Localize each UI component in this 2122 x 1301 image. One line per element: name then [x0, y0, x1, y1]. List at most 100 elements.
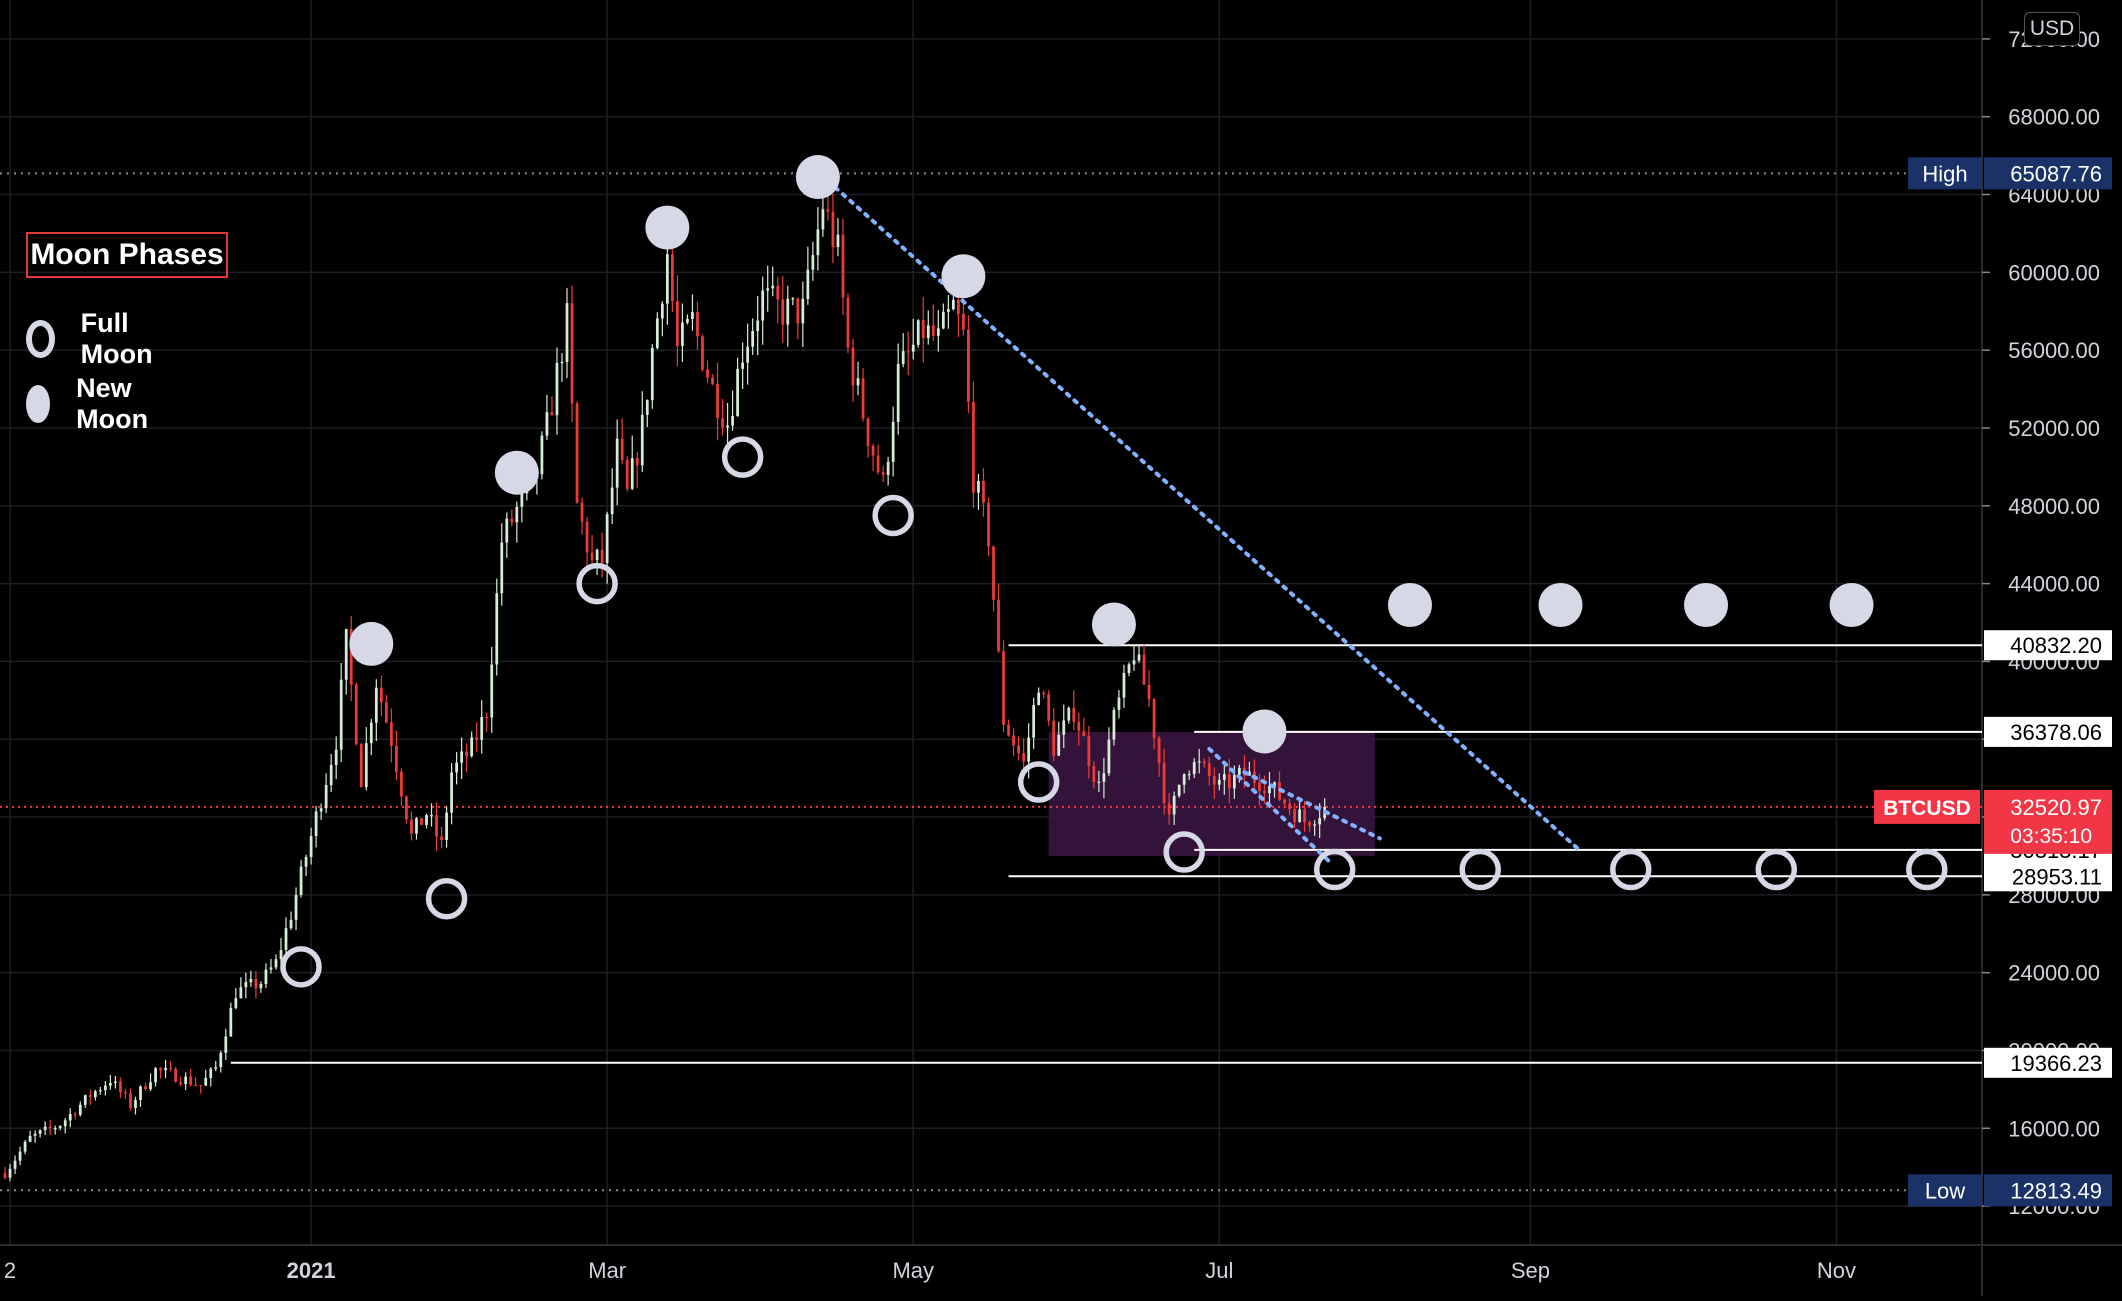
candle	[465, 751, 469, 757]
candle	[1032, 704, 1036, 738]
candle	[124, 1092, 127, 1094]
new-moon-marker	[349, 621, 394, 666]
candle	[1202, 761, 1206, 764]
candle	[1177, 784, 1181, 796]
full-moon-marker	[1755, 848, 1798, 891]
candle	[861, 378, 865, 419]
candle	[349, 629, 353, 685]
candle	[1142, 654, 1146, 685]
candle	[891, 421, 895, 462]
candle	[565, 303, 569, 362]
candle	[655, 318, 659, 348]
candle	[1232, 774, 1236, 789]
candle	[249, 979, 253, 983]
candle	[1248, 771, 1251, 776]
candle	[119, 1081, 122, 1093]
level-price-badge	[1984, 861, 2112, 892]
candle	[189, 1076, 193, 1085]
candle	[936, 328, 940, 336]
candle	[1132, 660, 1136, 665]
candle	[896, 364, 900, 422]
candle	[214, 1067, 218, 1069]
full-moon-marker	[1459, 848, 1501, 891]
full-moon-icon	[26, 320, 55, 358]
candle	[420, 818, 423, 825]
candle	[1002, 651, 1005, 725]
candle	[921, 320, 925, 339]
candle	[274, 959, 278, 968]
candle	[1152, 699, 1156, 739]
candle	[962, 313, 965, 330]
legend-item-new-moon: New Moon	[26, 373, 162, 434]
candle	[149, 1082, 152, 1090]
candle	[625, 459, 629, 489]
candle	[1318, 818, 1322, 825]
new-moon-marker	[1829, 582, 1874, 627]
candle	[28, 1135, 32, 1142]
currency-button[interactable]: USD	[2024, 12, 2080, 46]
price-tick-label: 16000.00	[2008, 1116, 2100, 1141]
candle	[610, 487, 614, 515]
candle	[851, 347, 855, 386]
candle	[711, 377, 714, 384]
candle	[1268, 785, 1271, 794]
level-price-label: 28953.11	[2012, 864, 2102, 889]
candle	[871, 445, 875, 456]
candle	[239, 987, 243, 999]
new-moon-marker	[1091, 602, 1136, 647]
candle	[400, 771, 403, 797]
candle	[1012, 735, 1015, 746]
high-name-badge	[1908, 157, 1982, 190]
candle	[1017, 745, 1020, 754]
candle	[761, 290, 765, 321]
candle	[640, 414, 644, 466]
candle	[445, 812, 448, 840]
candle	[620, 438, 624, 460]
candle	[957, 299, 960, 314]
candle	[615, 438, 619, 488]
candle	[1127, 664, 1131, 673]
candle	[98, 1090, 102, 1092]
candle	[114, 1081, 117, 1084]
candle	[73, 1114, 77, 1116]
candle	[43, 1126, 47, 1131]
candle	[706, 369, 709, 378]
price-tick-label: 44000.00	[2008, 572, 2100, 597]
candle	[415, 818, 418, 834]
candle	[796, 298, 800, 324]
candle	[946, 309, 950, 312]
candle	[1308, 822, 1312, 826]
candle	[495, 593, 499, 665]
time-tick-label: Sep	[1511, 1258, 1550, 1283]
candle	[304, 857, 308, 867]
candle	[1288, 803, 1291, 810]
candle	[1217, 779, 1221, 785]
time-tick-label: May	[892, 1258, 934, 1283]
candle	[1042, 692, 1046, 695]
candle	[1062, 720, 1066, 735]
candle	[364, 743, 368, 788]
candle	[751, 331, 755, 347]
candle	[1082, 731, 1086, 737]
candle	[545, 412, 549, 436]
candle	[1007, 724, 1010, 736]
price-tick-label: 24000.00	[2008, 961, 2100, 986]
candle	[169, 1067, 172, 1070]
time-tick-label: Mar	[588, 1258, 626, 1283]
candle	[1182, 774, 1186, 785]
low-price-label: 12813.49	[2010, 1178, 2102, 1203]
candle	[670, 254, 674, 302]
candle	[1273, 782, 1276, 786]
candle	[681, 322, 684, 346]
candle	[771, 285, 775, 289]
legend-label-new-moon: New Moon	[76, 373, 149, 434]
candle	[1227, 774, 1231, 789]
candle	[645, 400, 649, 415]
price-tick-label: 68000.00	[2008, 105, 2100, 130]
candle	[234, 998, 238, 1008]
new-moon-marker	[1538, 582, 1583, 627]
level-price-badge	[1984, 630, 2112, 661]
candle	[410, 819, 413, 834]
